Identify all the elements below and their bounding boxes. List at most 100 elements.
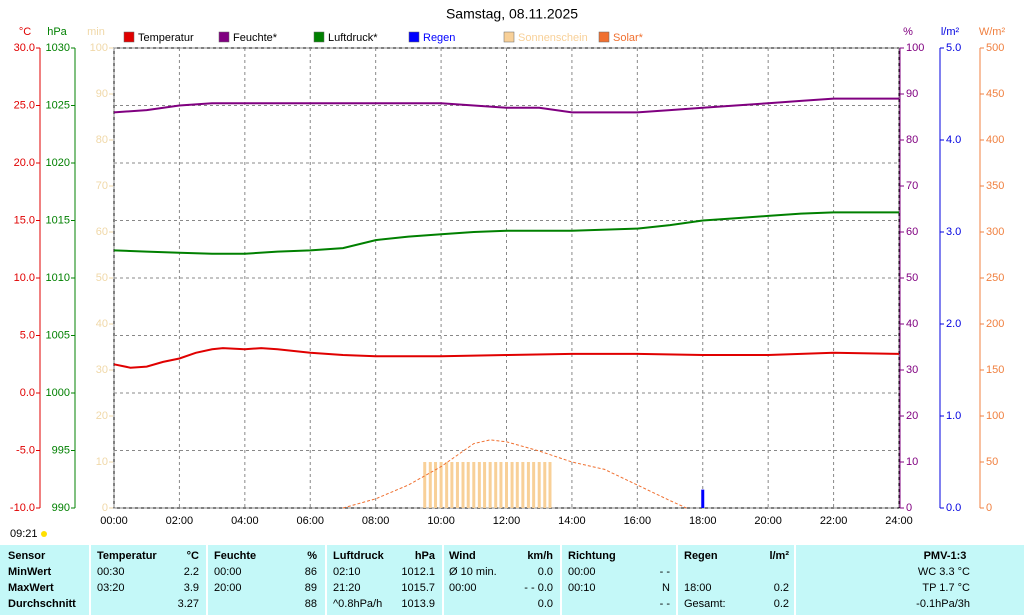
table-cell: - - 0.0: [524, 582, 553, 594]
bar: [434, 462, 438, 508]
table-header: km/h: [527, 550, 553, 562]
table-cell: 02:10: [333, 566, 361, 578]
series-line: [113, 211, 899, 255]
y-tick-label: 1.0: [946, 410, 961, 422]
y-tick-label: 100: [906, 42, 924, 54]
table-cell: - -: [660, 598, 671, 610]
row-label: Durchschnitt: [8, 598, 76, 610]
y-tick-label: 0: [102, 502, 108, 514]
axis-unit: °C: [19, 26, 31, 38]
row-label: MinWert: [8, 566, 52, 578]
table-cell: Ø 10 min.: [449, 566, 497, 578]
axis-unit: W/m²: [979, 26, 1006, 38]
chart-title: Samstag, 08.11.2025: [446, 6, 578, 22]
x-tick-label: 14:00: [558, 515, 586, 527]
x-tick-label: 16:00: [624, 515, 652, 527]
y-tick-label: 15.0: [14, 214, 35, 226]
bar: [505, 462, 508, 508]
table-cell: ^0.8hPa/h: [333, 598, 382, 610]
table-header: PMV-1:3: [924, 550, 967, 562]
y-tick-label: 20: [96, 410, 108, 422]
legend-swatch: [503, 31, 515, 43]
legend-label: Feuchte*: [233, 32, 278, 44]
table-cell: Gesamt:: [684, 598, 726, 610]
table-cell: TP 1.7 °C: [922, 582, 970, 594]
x-tick-label: 18:00: [689, 515, 717, 527]
legend-swatch: [598, 31, 610, 43]
y-tick-label: 500: [986, 42, 1004, 54]
bar: [543, 462, 547, 508]
y-tick-label: 60: [96, 226, 108, 238]
y-tick-label: 10: [96, 456, 108, 468]
table-cell: 03:20: [97, 582, 125, 594]
table-cell: 00:00: [214, 566, 242, 578]
y-tick-label: 90: [96, 88, 108, 100]
y-tick-label: 40: [96, 318, 108, 330]
x-tick-label: 08:00: [362, 515, 390, 527]
x-tick-label: 12:00: [493, 515, 521, 527]
y-tick-label: 250: [986, 272, 1004, 284]
bar: [461, 462, 465, 508]
y-tick-label: 100: [90, 42, 108, 54]
y-tick-label: 1010: [46, 272, 70, 284]
legend-label: Luftdruck*: [328, 32, 378, 44]
bar: [439, 462, 443, 508]
table-cell: 00:30: [97, 566, 125, 578]
bar: [428, 462, 432, 508]
y-tick-label: 60: [906, 226, 918, 238]
bar: [483, 462, 487, 508]
table-cell: - -: [660, 566, 671, 578]
y-tick-label: 30.0: [14, 42, 35, 54]
table-cell: 0.2: [774, 582, 789, 594]
series-line: [342, 439, 687, 509]
table-cell: 0.0: [538, 598, 553, 610]
table-cell: 1015.7: [401, 582, 435, 594]
bar: [701, 489, 705, 508]
y-tick-label: 300: [986, 226, 1004, 238]
x-tick-label: 22:00: [820, 515, 848, 527]
y-tick-label: 995: [52, 444, 70, 456]
table-header: Sensor: [8, 550, 46, 562]
y-tick-label: 0: [906, 502, 912, 514]
bar: [526, 462, 530, 508]
y-tick-label: 1025: [46, 99, 70, 111]
table-cell: 21:20: [333, 582, 361, 594]
y-tick-label: 20: [906, 410, 918, 422]
bar: [450, 462, 454, 508]
bar: [423, 462, 427, 508]
y-tick-label: 0.0: [20, 387, 35, 399]
row-label: MaxWert: [8, 582, 54, 594]
y-tick-label: 70: [906, 180, 918, 192]
table-cell: 88: [305, 598, 317, 610]
legend-swatch: [408, 31, 420, 43]
y-tick-label: 90: [906, 88, 918, 100]
y-tick-label: 0: [986, 502, 992, 514]
y-tick-label: 30: [96, 364, 108, 376]
bar: [515, 462, 519, 508]
bar: [510, 462, 514, 508]
legend-label: Temperatur: [138, 32, 194, 44]
legend-swatch: [123, 31, 135, 43]
bar: [548, 462, 552, 508]
sun-icon: [41, 531, 47, 537]
y-tick-label: 450: [986, 88, 1004, 100]
y-tick-label: -5.0: [16, 444, 35, 456]
series-line: [113, 347, 900, 369]
table-cell: 3.9: [184, 582, 199, 594]
y-tick-label: 150: [986, 364, 1004, 376]
table-header: %: [307, 550, 317, 562]
bar: [445, 462, 449, 508]
table-cell: 3.27: [178, 598, 199, 610]
bar: [466, 462, 470, 508]
y-tick-label: 30: [906, 364, 918, 376]
y-tick-label: 20.0: [14, 157, 35, 169]
legend-label: Solar*: [613, 32, 644, 44]
bar: [455, 462, 459, 508]
table-cell: 00:00: [568, 566, 596, 578]
y-tick-label: 1020: [46, 157, 70, 169]
x-tick-label: 04:00: [231, 515, 259, 527]
table-cell: 0.0: [538, 566, 553, 578]
y-tick-label: 50: [986, 456, 998, 468]
table-cell: 86: [305, 566, 317, 578]
